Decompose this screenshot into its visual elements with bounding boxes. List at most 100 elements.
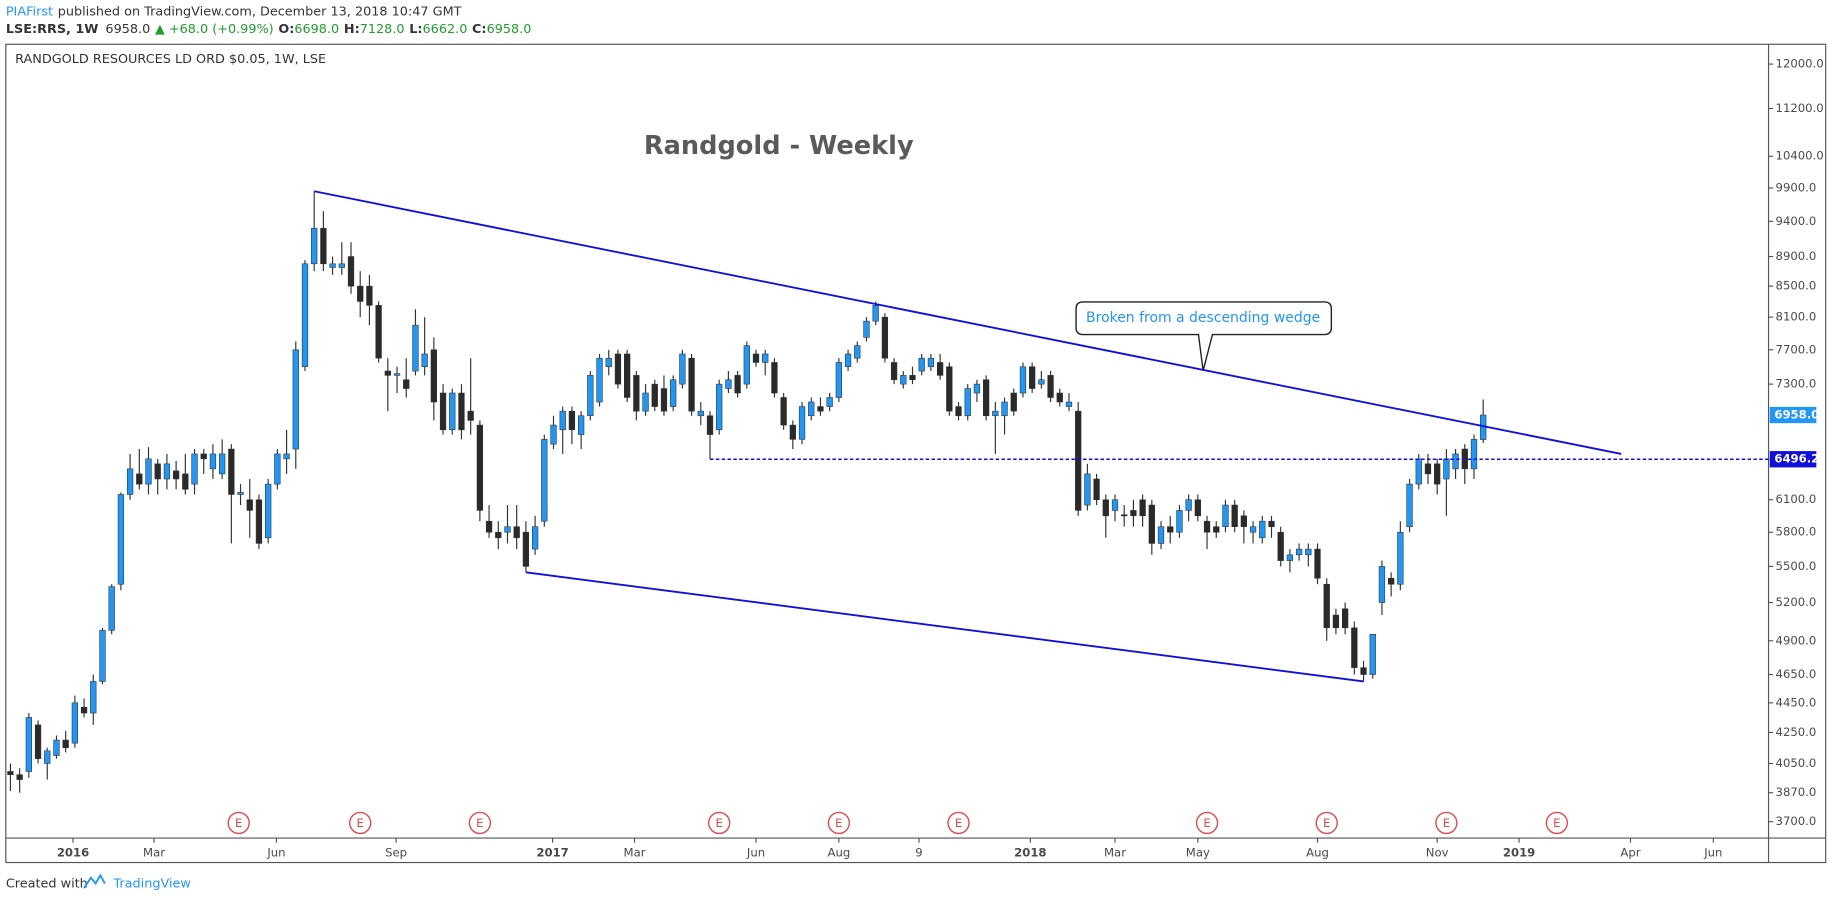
- last-price-label: 6958.0: [1774, 408, 1819, 422]
- x-tick-label: 2017: [536, 846, 568, 860]
- footer-brand[interactable]: TradingView: [112, 876, 190, 891]
- candle-body: [292, 349, 299, 450]
- candle-body: [752, 353, 760, 363]
- y-tick-label: 4250.0: [1776, 725, 1817, 739]
- candle-body: [108, 586, 115, 631]
- candle-body: [1378, 566, 1386, 603]
- ohlc-value: 6958.0: [487, 22, 532, 37]
- y-tick-label: 3870.0: [1776, 785, 1817, 799]
- x-tick-label: Aug: [827, 846, 850, 860]
- candle-body: [458, 392, 465, 431]
- candle-body: [982, 379, 990, 417]
- candle-body: [900, 375, 907, 385]
- candle-body: [1332, 614, 1340, 629]
- candle-body: [725, 379, 732, 389]
- publisher[interactable]: PIAFirst: [6, 4, 53, 19]
- y-tick-label: 8500.0: [1776, 279, 1817, 293]
- candle-body: [716, 383, 723, 431]
- candle-body: [1323, 583, 1330, 629]
- candle-body: [1286, 554, 1294, 561]
- ohlc-key: C:: [472, 22, 487, 37]
- candle-body: [670, 379, 677, 407]
- candle-body: [136, 473, 143, 485]
- candle-body: [347, 256, 355, 287]
- candle-body: [228, 448, 235, 495]
- x-tick-label: 2016: [57, 846, 89, 860]
- candle-body: [1047, 375, 1054, 398]
- x-tick-label: May: [1186, 846, 1210, 860]
- candle-body: [1213, 526, 1220, 533]
- brand-logo: [83, 873, 106, 889]
- candle-body: [1222, 504, 1229, 527]
- candle-body: [71, 702, 79, 744]
- candle-body: [1176, 510, 1183, 533]
- candle-body: [485, 520, 493, 533]
- published: published on TradingView.com, December 1…: [58, 4, 462, 19]
- candle-body: [393, 373, 401, 376]
- x-tick-label: Jun: [746, 846, 765, 860]
- candle-body: [283, 453, 290, 460]
- x-tick-label: Jun: [266, 846, 285, 860]
- candle-body: [890, 362, 898, 381]
- candle-body: [568, 410, 576, 431]
- y-tick-label: 7700.0: [1776, 342, 1817, 356]
- ohlc-key: L:: [409, 22, 422, 37]
- candle-body: [467, 410, 474, 421]
- candle-body: [1167, 526, 1174, 533]
- chart-title: Randgold - Weekly: [644, 131, 914, 161]
- candle-body: [706, 415, 714, 435]
- earnings-label: E: [476, 816, 483, 830]
- candle-body: [357, 285, 364, 302]
- earnings-marker: [1435, 811, 1458, 835]
- candle-body: [1194, 499, 1201, 517]
- candle-body: [366, 285, 373, 306]
- last: 6958.0: [105, 22, 150, 37]
- candle-body: [246, 499, 253, 511]
- x-tick-label: Apr: [1620, 846, 1640, 860]
- candle-body: [301, 263, 309, 368]
- candle-body: [780, 397, 787, 426]
- trendline: [525, 571, 1364, 683]
- candle-body: [384, 370, 391, 376]
- candle-body: [964, 388, 971, 417]
- level-label-box: [1769, 451, 1817, 468]
- candle-body: [844, 353, 852, 368]
- candle-body: [1415, 458, 1422, 485]
- candle-body: [1148, 504, 1155, 544]
- candle-body: [973, 383, 981, 394]
- candle-body: [1231, 504, 1238, 527]
- candle-body: [53, 739, 60, 756]
- x-tick-label: Jun: [1703, 846, 1722, 860]
- candle-body: [1056, 392, 1063, 403]
- y-tick-label: 5500.0: [1776, 559, 1817, 573]
- y-tick-label: 12000.0: [1776, 57, 1824, 71]
- candle-body: [117, 494, 125, 585]
- candle-body: [1139, 499, 1146, 517]
- y-tick-label: 9400.0: [1776, 214, 1817, 228]
- candle-body: [172, 470, 180, 480]
- candle-body: [1360, 667, 1367, 675]
- candle-body: [559, 410, 566, 431]
- candle-body: [403, 379, 410, 389]
- candle-body: [1314, 548, 1321, 579]
- candle-body: [660, 388, 668, 412]
- candle-body: [1341, 608, 1349, 629]
- candle-body: [1121, 514, 1128, 517]
- candle-body: [154, 463, 161, 480]
- y-tick-label: 4450.0: [1776, 695, 1817, 709]
- earnings-marker: [1545, 811, 1569, 835]
- candle-body: [955, 406, 962, 417]
- candle-body: [430, 349, 437, 403]
- candle-body: [762, 353, 769, 363]
- earnings-marker: [947, 811, 970, 835]
- candle-body: [265, 483, 272, 539]
- earnings-label: E: [357, 816, 364, 830]
- level-label: 6496.2: [1774, 452, 1819, 466]
- footer-created: Created with: [6, 876, 88, 891]
- y-tick-label: 4050.0: [1776, 756, 1817, 770]
- candle-body: [1029, 366, 1036, 389]
- candle-body: [476, 424, 484, 511]
- candle-body: [1130, 510, 1137, 517]
- candle-body: [1203, 520, 1211, 533]
